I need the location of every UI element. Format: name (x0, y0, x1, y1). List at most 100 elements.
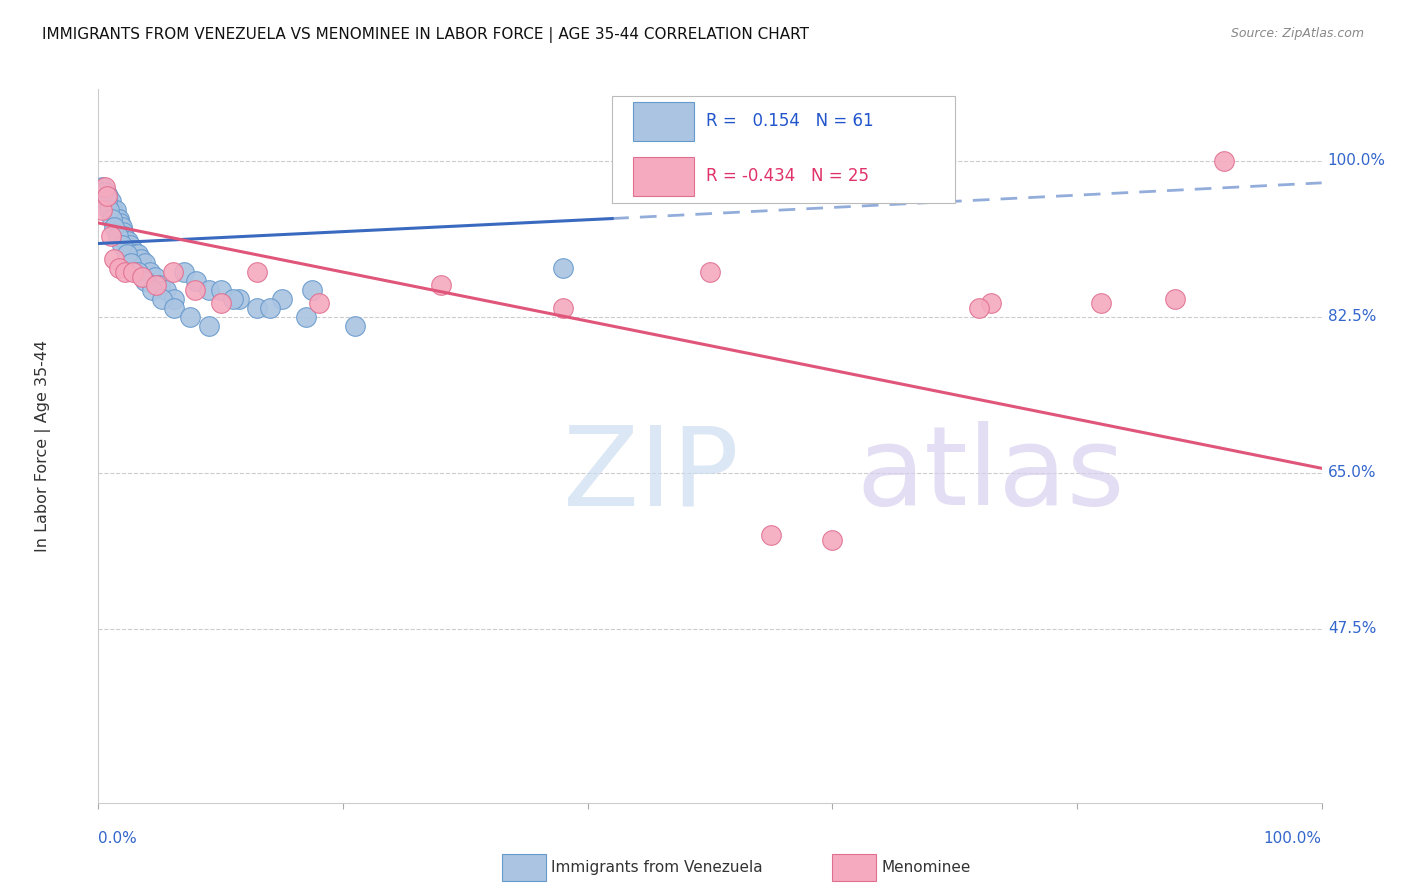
Point (115, 247, 138, 261)
Point (105, 211, 128, 226)
Point (104, 202, 127, 217)
Text: R =   0.154   N = 61: R = 0.154 N = 61 (706, 112, 875, 130)
Point (98, 198, 121, 212)
Text: R = -0.434   N = 25: R = -0.434 N = 25 (706, 168, 869, 186)
Text: Menominee: Menominee (882, 860, 972, 875)
Point (344, 318, 367, 333)
Text: ZIP: ZIP (564, 421, 740, 528)
Point (93, 189, 115, 203)
Point (1212, 153, 1234, 168)
Text: 47.5%: 47.5% (1327, 622, 1376, 636)
Text: 65.0%: 65.0% (1327, 466, 1376, 480)
Point (209, 283, 232, 297)
Point (173, 265, 195, 279)
Point (120, 238, 142, 252)
Point (131, 269, 153, 284)
Point (111, 225, 134, 239)
Point (127, 247, 149, 261)
Point (97, 189, 120, 203)
Point (308, 296, 330, 310)
Point (100, 229, 122, 244)
Point (101, 211, 124, 226)
Point (228, 292, 250, 306)
Point (155, 283, 177, 297)
Text: In Labor Force | Age 35-44: In Labor Force | Age 35-44 (35, 340, 52, 552)
Point (184, 283, 207, 297)
Text: atlas: atlas (856, 421, 1125, 528)
Point (209, 296, 232, 310)
Point (110, 216, 132, 230)
Point (93, 185, 115, 199)
Point (197, 283, 219, 297)
Point (96, 194, 118, 208)
Point (246, 265, 269, 279)
Point (197, 318, 219, 333)
Point (93, 180, 115, 194)
Point (222, 292, 245, 306)
Point (1090, 296, 1112, 310)
Point (107, 216, 129, 230)
Point (101, 202, 124, 217)
Point (91, 202, 114, 217)
Text: IMMIGRANTS FROM VENEZUELA VS MENOMINEE IN LABOR FORCE | AGE 35-44 CORRELATION CH: IMMIGRANTS FROM VENEZUELA VS MENOMINEE I… (42, 27, 810, 43)
Point (259, 301, 281, 315)
Text: Immigrants from Venezuela: Immigrants from Venezuela (551, 860, 763, 875)
FancyBboxPatch shape (612, 96, 955, 203)
Point (100, 194, 122, 208)
Point (129, 252, 152, 266)
Point (96, 194, 118, 208)
Point (270, 292, 294, 306)
Point (980, 296, 1002, 310)
Point (103, 252, 125, 266)
Text: 100.0%: 100.0% (1327, 153, 1386, 168)
Point (108, 211, 131, 226)
Point (120, 256, 142, 270)
Point (111, 238, 134, 252)
Text: Source: ZipAtlas.com: Source: ZipAtlas.com (1230, 27, 1364, 40)
Text: 0.0%: 0.0% (98, 831, 138, 847)
Point (301, 283, 323, 297)
Point (124, 247, 146, 261)
Point (162, 265, 184, 279)
Point (91, 185, 114, 199)
Point (134, 274, 156, 288)
Point (101, 202, 124, 217)
Point (149, 278, 172, 293)
Point (163, 292, 186, 306)
Point (96, 189, 118, 203)
Point (112, 229, 135, 244)
Point (98, 202, 121, 217)
FancyBboxPatch shape (633, 102, 695, 141)
Text: 82.5%: 82.5% (1327, 310, 1376, 324)
Point (121, 243, 143, 257)
Point (1164, 292, 1187, 306)
Point (163, 301, 186, 315)
Point (134, 256, 156, 270)
Point (553, 301, 575, 315)
FancyBboxPatch shape (633, 157, 695, 195)
Point (111, 220, 134, 235)
Point (143, 269, 166, 284)
Point (121, 265, 143, 279)
Point (145, 278, 167, 293)
Point (430, 278, 453, 293)
Point (114, 265, 136, 279)
Point (107, 229, 129, 244)
Point (91, 180, 114, 194)
Point (761, 528, 783, 542)
Point (127, 265, 149, 279)
Point (139, 265, 162, 279)
Point (553, 260, 575, 275)
Point (103, 207, 125, 221)
Point (295, 310, 318, 324)
Point (150, 292, 173, 306)
Point (117, 234, 139, 248)
Point (114, 234, 136, 248)
Text: 100.0%: 100.0% (1264, 831, 1322, 847)
Point (699, 265, 721, 279)
Point (246, 301, 269, 315)
Point (108, 260, 131, 275)
Point (179, 310, 201, 324)
Point (186, 274, 208, 288)
Point (967, 301, 990, 315)
